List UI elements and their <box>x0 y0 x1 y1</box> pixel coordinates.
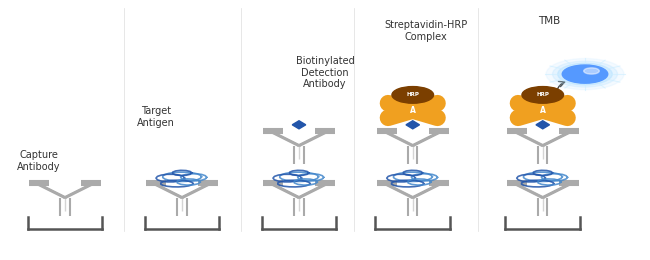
Circle shape <box>522 87 564 103</box>
Circle shape <box>552 61 618 87</box>
Circle shape <box>584 68 599 74</box>
Text: A: A <box>540 106 546 115</box>
Text: Streptavidin-HRP
Complex: Streptavidin-HRP Complex <box>384 20 467 42</box>
Circle shape <box>558 63 612 85</box>
Text: TMB: TMB <box>538 16 560 26</box>
Text: HRP: HRP <box>536 92 549 98</box>
Circle shape <box>392 87 434 103</box>
Circle shape <box>562 65 608 83</box>
Text: Biotinylated
Detection
Antibody: Biotinylated Detection Antibody <box>296 56 354 89</box>
Text: HRP: HRP <box>406 92 419 98</box>
Polygon shape <box>292 121 306 129</box>
Polygon shape <box>536 121 549 129</box>
Text: A: A <box>410 106 416 115</box>
Circle shape <box>546 58 624 90</box>
Polygon shape <box>406 121 419 129</box>
Text: Target
Antigen: Target Antigen <box>137 106 175 128</box>
Text: Capture
Antibody: Capture Antibody <box>18 150 60 172</box>
